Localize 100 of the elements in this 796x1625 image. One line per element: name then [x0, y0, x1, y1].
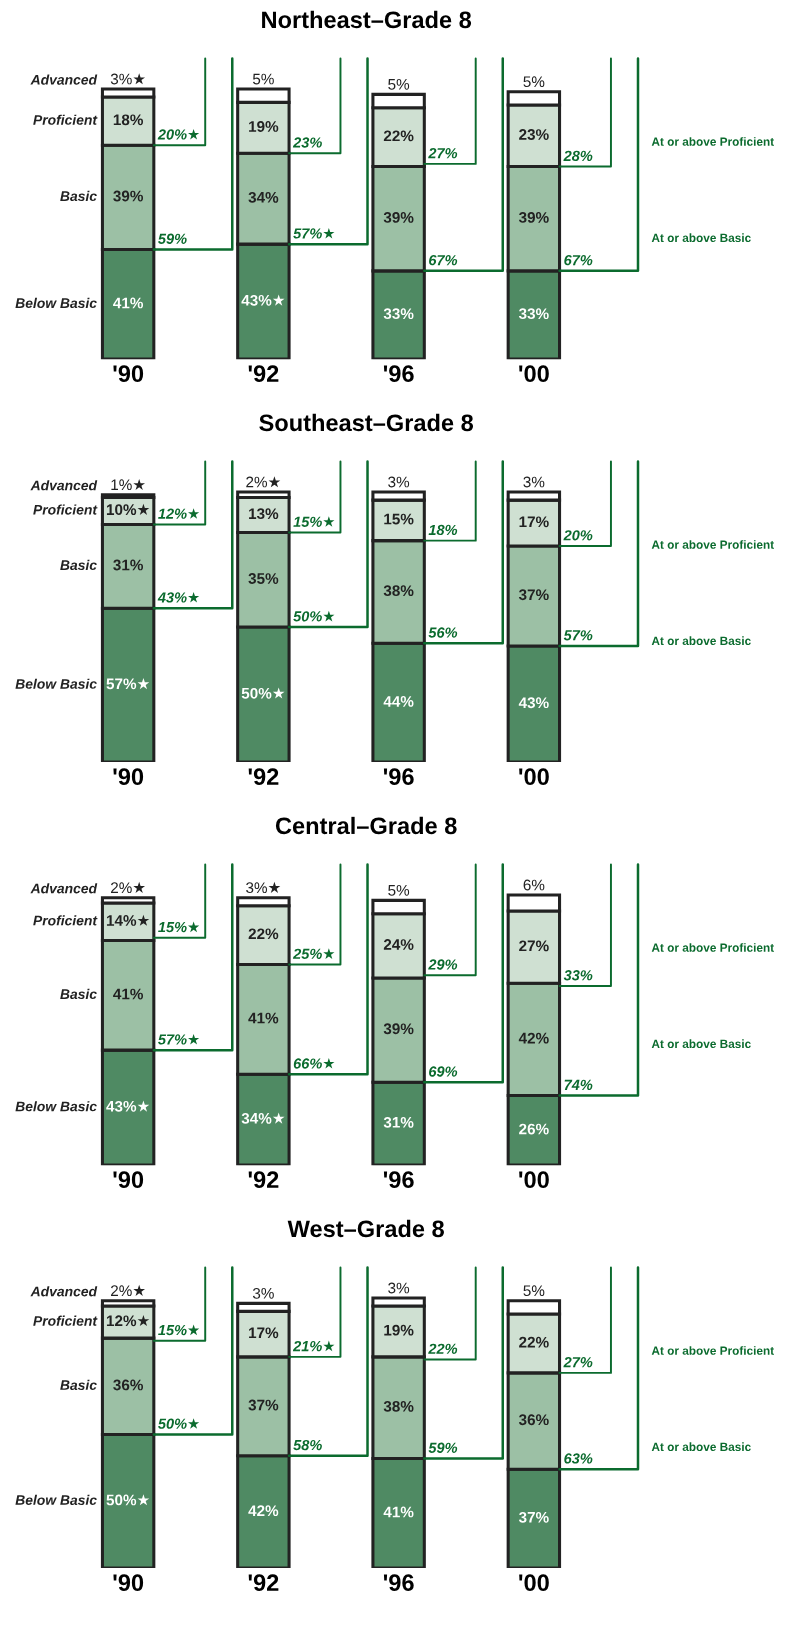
data-label: 42% [248, 1505, 279, 1517]
text: At or above Proficient [651, 540, 774, 549]
annotation: 56% [428, 627, 458, 638]
data-label: 26% [519, 1123, 549, 1135]
data-label: 12%★ [106, 1314, 150, 1327]
annotation: 57% [563, 630, 593, 641]
annotation: 28% [563, 150, 593, 162]
annotation: 50%★ [293, 610, 335, 622]
annotation: 12%★ [158, 508, 200, 519]
series-label: Basic [60, 988, 97, 1000]
x-tick-label: '00 [519, 1574, 549, 1592]
annotation: 63% [564, 1453, 593, 1464]
annotation: 57%★ [158, 1033, 200, 1045]
data-label: 39% [383, 1023, 414, 1035]
data-label: 41% [383, 1506, 414, 1518]
series-label: Advanced [30, 883, 98, 894]
data-label: 3% [388, 1282, 410, 1294]
chart-title: West–Grade 8 [287, 1219, 444, 1238]
data-label: 24% [383, 939, 414, 950]
series-label: Below Basic [15, 1101, 97, 1112]
series-label: Below Basic [15, 678, 97, 689]
annotation: 21%★ [292, 1340, 335, 1352]
data-label: 41% [113, 297, 144, 309]
text: At or above Proficient [651, 943, 774, 952]
data-label: 3% [523, 476, 545, 488]
data-label: 10%★ [106, 503, 150, 516]
data-label: 17% [249, 1327, 279, 1339]
data-label: 43%★ [106, 1100, 150, 1112]
x-tick-label: '96 [383, 365, 414, 383]
x-tick-label: '90 [113, 1171, 144, 1189]
data-label: 41% [113, 988, 144, 1000]
annotation: 33% [563, 970, 593, 981]
annotation: 20% [563, 530, 593, 541]
text: At or above Basic [651, 636, 751, 646]
x-tick-label: '92 [248, 1574, 279, 1592]
data-label: 35% [248, 573, 279, 584]
text: At or above Proficient [651, 1346, 774, 1355]
annotation: 18% [428, 524, 458, 536]
data-label: 5% [523, 1285, 545, 1297]
data-label: 34%★ [241, 1112, 285, 1124]
data-label: 2%★ [246, 476, 281, 488]
x-tick-label: '00 [519, 1171, 549, 1189]
x-tick-label: '00 [519, 768, 549, 786]
data-label: 39% [113, 190, 144, 202]
data-label: 34% [248, 191, 279, 203]
data-label: 3% [388, 476, 410, 488]
data-label: 36% [518, 1414, 549, 1426]
data-label: 5% [388, 78, 410, 90]
data-label: 37% [518, 589, 549, 601]
series-label: Below Basic [15, 297, 97, 309]
annotation: 59% [158, 233, 187, 244]
data-label: 38% [383, 585, 414, 597]
x-tick-label: '92 [248, 768, 279, 786]
data-label: 31% [383, 1116, 414, 1128]
x-tick-label: '90 [113, 1574, 144, 1592]
chart-title: Southeast–Grade 8 [259, 413, 474, 432]
series-label: Proficient [33, 915, 98, 926]
data-label: 15% [384, 513, 414, 525]
data-label: 38% [383, 1400, 414, 1412]
annotation: 27% [428, 148, 458, 159]
annotation: 43%★ [157, 591, 200, 603]
series-label: Advanced [30, 74, 98, 85]
series-label: Proficient [33, 114, 98, 125]
data-label: 3%★ [110, 73, 146, 85]
series-label: Basic [60, 559, 97, 571]
annotation: 66%★ [293, 1057, 335, 1069]
data-label: 3% [252, 1287, 274, 1299]
annotation: 20%★ [157, 128, 200, 140]
data-label: 43%★ [241, 294, 285, 306]
series-label: Proficient [33, 504, 98, 515]
data-label: 22% [383, 130, 414, 142]
annotation: 67% [564, 254, 593, 266]
data-label: 39% [383, 212, 414, 223]
annotation: 67% [429, 254, 458, 266]
x-tick-label: '90 [113, 768, 144, 786]
annotation: 15%★ [158, 921, 200, 933]
data-label: 19% [384, 1324, 414, 1336]
data-label: 41% [248, 1012, 279, 1024]
text: At or above Basic [651, 1442, 751, 1452]
x-tick-label: '96 [383, 1171, 414, 1189]
data-label: 31% [113, 559, 144, 571]
text: At or above Proficient [651, 137, 774, 146]
annotation: 22% [428, 1343, 458, 1354]
annotation: 69% [429, 1066, 458, 1077]
x-tick-label: '96 [383, 768, 414, 786]
data-label: 44% [383, 696, 414, 707]
annotation: 59% [428, 1442, 458, 1453]
annotation: 23% [292, 137, 322, 148]
data-label: 39% [518, 212, 549, 223]
data-label: 1%★ [111, 478, 146, 491]
x-tick-label: '92 [248, 1171, 279, 1189]
annotation: 15%★ [158, 1324, 200, 1336]
series-label: Basic [60, 1379, 97, 1390]
annotation: 57%★ [293, 227, 335, 239]
data-label: 14%★ [106, 914, 150, 926]
data-label: 27% [519, 940, 549, 952]
data-label: 3%★ [246, 881, 281, 894]
annotation: 58% [293, 1439, 322, 1451]
chart-title: Northeast–Grade 8 [262, 10, 472, 29]
data-label: 57%★ [106, 678, 150, 690]
